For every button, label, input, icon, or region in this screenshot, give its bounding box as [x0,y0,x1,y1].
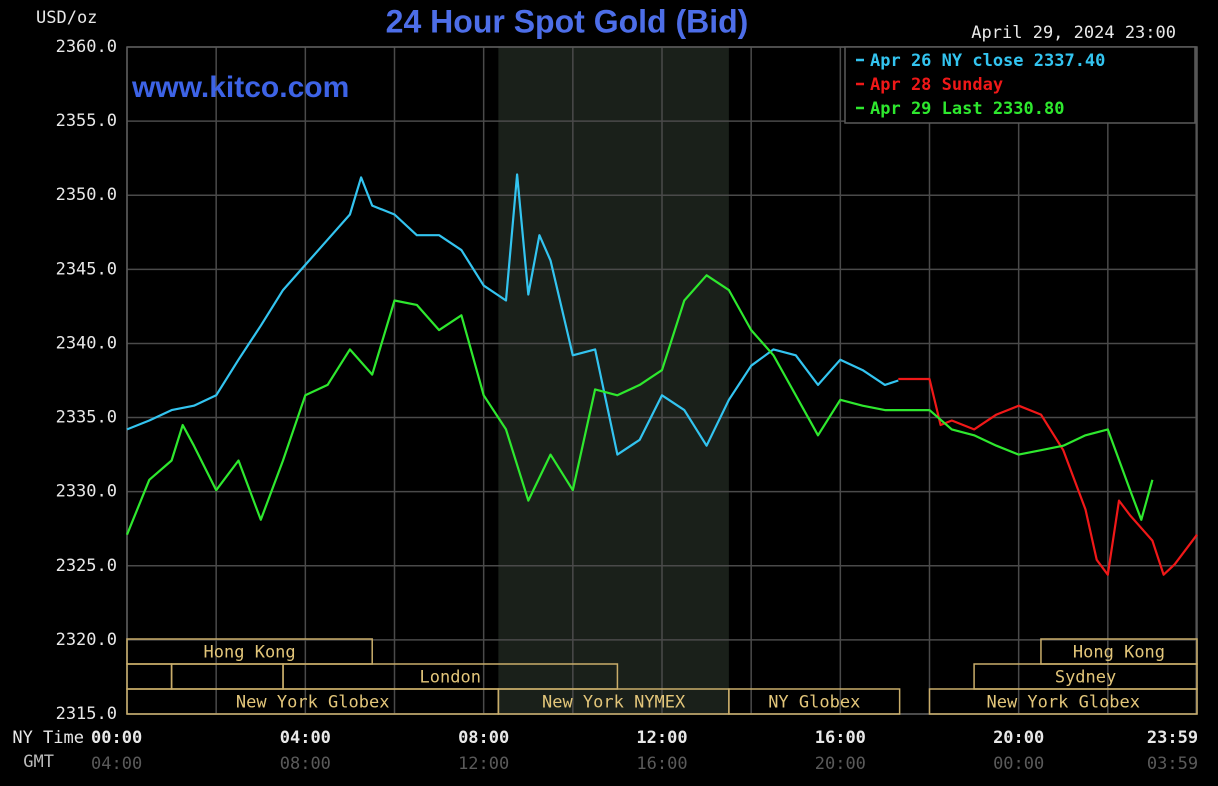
x-tick-label: 04:00 [280,728,331,748]
x-tick-label: 16:00 [815,728,866,748]
y-tick-label: 2350.0 [56,185,117,205]
x-tick-label: 20:00 [993,728,1044,748]
y-tick-label: 2345.0 [56,259,117,279]
x-tick-label-gmt: 03:59 [1147,754,1198,774]
session-bar [928,688,1198,715]
session-label: New York Globex [986,693,1140,713]
x-tick-label-gmt: 08:00 [280,754,331,774]
y-tick-label: 2335.0 [56,408,117,428]
x-tick-label: 00:00 [91,728,142,748]
series-line [898,377,1198,576]
x-tick-label: 23:59 [1147,728,1198,748]
x-tick-label: 08:00 [458,728,509,748]
chart-title: 24 Hour Spot Gold (Bid) [386,3,749,39]
y-tick-label: 2325.0 [56,556,117,576]
series-line [126,173,899,456]
session-label: NY Globex [768,693,860,713]
session-label: Sydney [1055,668,1116,688]
series-line [125,274,1154,536]
y-tick-label: 2360.0 [56,37,117,57]
timestamp: April 29, 2024 23:00 [971,23,1176,43]
x-axis-name: NY Time [12,728,84,748]
x-tick-label-gmt: 04:00 [91,754,142,774]
x-tick-label-gmt: 00:00 [993,754,1044,774]
session-bar [728,688,901,715]
x-tick-label: 12:00 [636,728,687,748]
y-tick-label: 2320.0 [56,630,117,650]
x-tick-label-gmt: 20:00 [815,754,866,774]
session-label: New York Globex [236,693,390,713]
shaded-region [498,47,729,714]
y-tick-label: 2315.0 [56,704,117,724]
legend-label: Apr 28 Sunday [870,75,1003,95]
y-tick-label: 2340.0 [56,333,117,353]
session-label: Hong Kong [204,643,296,663]
x-axis-name: GMT [23,752,54,772]
x-tick-label-gmt: 16:00 [636,754,687,774]
y-tick-label: 2355.0 [56,111,117,131]
legend-box [844,46,1196,124]
legend-label: Apr 26 NY close 2337.40 [870,51,1105,71]
x-tick-label-gmt: 12:00 [458,754,509,774]
session-label: Hong Kong [1073,643,1165,663]
session-label: London [420,668,481,688]
session-label: New York NYMEX [542,693,686,713]
y-tick-label: 2330.0 [56,482,117,502]
y-unit: USD/oz [36,8,97,28]
legend-label: Apr 29 Last 2330.80 [870,99,1064,119]
watermark: www.kitco.com [131,71,349,104]
plot-underlay [126,46,1198,715]
